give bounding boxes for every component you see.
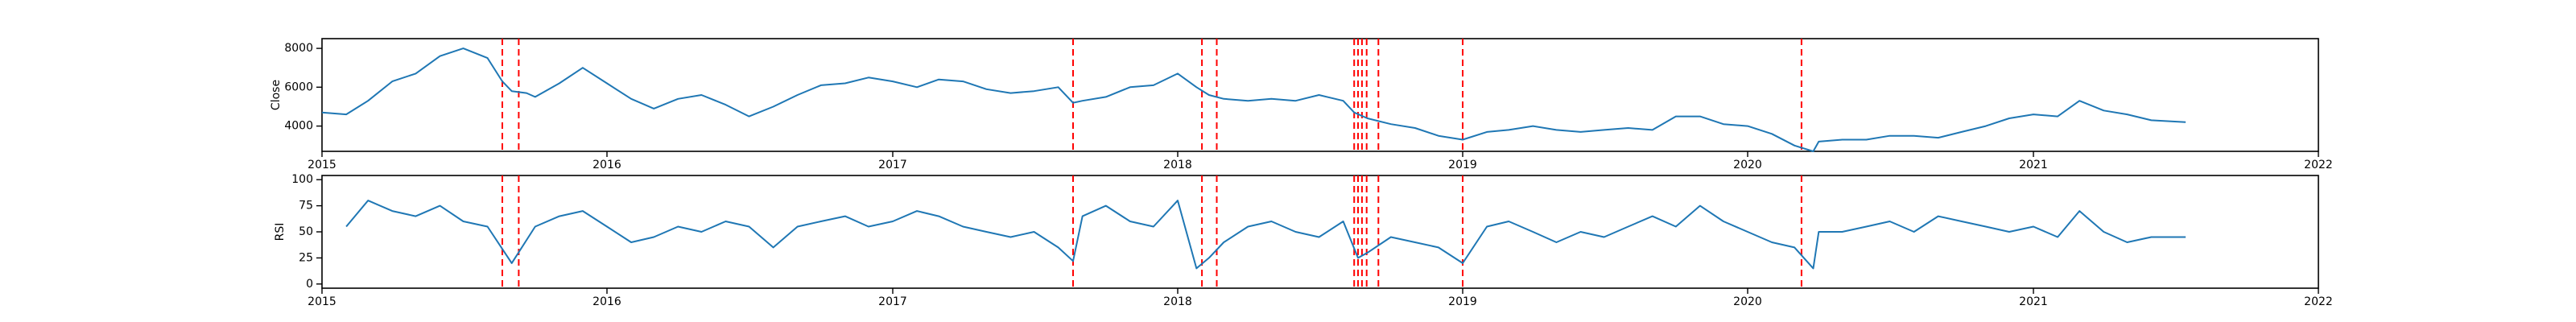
price-y-tick-label: 4000 <box>284 120 313 133</box>
rsi-event-lines <box>502 175 1802 288</box>
rsi-y-tick-label: 0 <box>306 278 313 291</box>
rsi-plot-area <box>321 175 2319 289</box>
close-x-ticks: 2015 2016 2017 2018 2019 2020 2021 2022 <box>308 151 2333 171</box>
price-x-tick-label: 2017 <box>878 159 907 171</box>
rsi-series-group <box>345 200 2186 270</box>
rsi-x-tick-label: 2020 <box>1733 295 1762 308</box>
price-x-tick-label: 2019 <box>1448 159 1477 171</box>
rsi-x-ticks: 2015 2016 2017 2018 2019 2020 2021 2022 <box>308 288 2333 308</box>
rsi-y-tick-label: 25 <box>299 251 313 264</box>
rsi-y-tick-label: 100 <box>291 173 313 186</box>
price-x-tick-label: 2016 <box>592 159 621 171</box>
price-x-tick-label: 2018 <box>1163 159 1192 171</box>
rsi-x-tick-label: 2015 <box>308 295 336 308</box>
price-x-tick-label: 2022 <box>2304 159 2333 171</box>
rsi-x-tick-label: 2022 <box>2304 295 2333 308</box>
price-x-tick-label: 2021 <box>2019 159 2048 171</box>
rsi-series-line-1 <box>345 200 2186 270</box>
price-series-line-1 <box>321 47 2186 152</box>
rsi-x-tick-label: 2018 <box>1163 295 1192 308</box>
close-series-group <box>321 47 2186 152</box>
price-x-tick-label: 2020 <box>1733 159 1762 171</box>
close-y-ticks: 4000 6000 8000 <box>284 42 322 133</box>
rsi-x-tick-label: 2016 <box>592 295 621 308</box>
rsi-y-tick-label: 50 <box>299 225 313 238</box>
rsi-y-axis-label: RSI <box>274 223 287 242</box>
rsi-x-tick-label: 2017 <box>878 295 907 308</box>
rsi-y-tick-label: 75 <box>299 200 313 213</box>
price-x-tick-label: 2015 <box>308 159 336 171</box>
price-y-tick-label: 8000 <box>284 42 313 55</box>
rsi-x-tick-label: 2019 <box>1448 295 1477 308</box>
close-y-axis-label: Close <box>270 80 283 110</box>
rsi-x-tick-label: 2021 <box>2019 295 2048 308</box>
rsi-y-ticks: 0 25 50 75 100 <box>291 173 322 291</box>
price-y-tick-label: 6000 <box>284 80 313 93</box>
close-price-panel: 4000 6000 8000 2015 2016 2017 2018 2019 2020 202… <box>270 38 2333 171</box>
close-event-lines <box>502 39 1802 151</box>
